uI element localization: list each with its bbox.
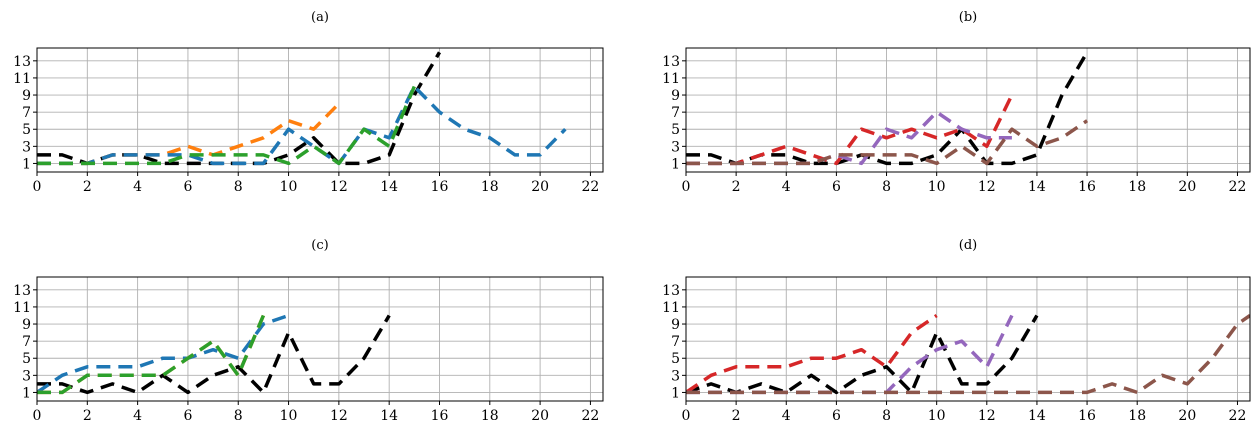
series-line-3: [686, 314, 1250, 395]
axes-frame: [685, 276, 1251, 402]
series-line-0: [686, 314, 1039, 395]
x-tick-label: 2: [83, 408, 92, 424]
x-tick-label: 4: [133, 179, 142, 195]
panel-title: (b): [959, 10, 977, 25]
y-tick-label: 7: [22, 105, 31, 121]
x-tick-label: 2: [732, 408, 741, 424]
y-tick-label: 1: [22, 385, 31, 401]
axes-frame: [685, 47, 1251, 173]
series-line-0: [37, 314, 391, 395]
x-tick-label: 12: [330, 179, 348, 195]
y-tick-label: 9: [671, 88, 680, 104]
y-tick-label: 11: [13, 71, 31, 87]
x-tick-label: 10: [928, 408, 946, 424]
x-tick-label: 8: [882, 408, 891, 424]
x-tick-label: 0: [682, 408, 691, 424]
x-tick-label: 14: [1028, 179, 1046, 195]
series-line-1: [37, 313, 290, 394]
x-tick-label: 20: [531, 179, 549, 195]
y-tick-label: 13: [13, 283, 31, 299]
x-tick-label: 22: [582, 179, 600, 195]
x-tick-label: 6: [183, 179, 192, 195]
x-tick-label: 18: [481, 408, 499, 424]
axes-frame: [36, 47, 604, 173]
x-tick-label: 10: [280, 408, 298, 424]
series-line-3: [37, 85, 416, 166]
y-tick-label: 5: [671, 122, 680, 138]
x-tick-label: 22: [582, 408, 600, 424]
x-tick-label: 8: [234, 179, 243, 195]
x-tick-label: 8: [234, 408, 243, 424]
panel-title: (a): [311, 10, 329, 25]
y-tick-label: 1: [671, 385, 680, 401]
x-tick-label: 8: [882, 179, 891, 195]
x-tick-label: 4: [782, 408, 791, 424]
x-tick-label: 14: [380, 179, 398, 195]
y-tick-label: 5: [671, 351, 680, 367]
y-tick-label: 13: [662, 54, 680, 70]
y-tick-label: 13: [662, 283, 680, 299]
x-tick-label: 16: [1078, 408, 1096, 424]
x-tick-label: 6: [832, 179, 841, 195]
y-tick-label: 7: [671, 105, 680, 121]
x-tick-label: 20: [1178, 408, 1196, 424]
x-tick-label: 10: [280, 179, 298, 195]
y-tick-label: 11: [662, 71, 680, 87]
y-tick-label: 9: [671, 317, 680, 333]
x-tick-label: 12: [330, 408, 348, 424]
y-tick-label: 11: [662, 300, 680, 316]
x-tick-label: 22: [1229, 179, 1247, 195]
x-tick-label: 16: [1078, 179, 1096, 195]
x-tick-label: 2: [83, 179, 92, 195]
x-tick-label: 12: [978, 179, 996, 195]
x-tick-label: 6: [183, 408, 192, 424]
x-tick-label: 20: [1178, 179, 1196, 195]
x-tick-label: 0: [682, 179, 691, 195]
series-line-2: [686, 314, 1014, 395]
series-line-3: [37, 314, 266, 395]
x-tick-label: 18: [1128, 179, 1146, 195]
x-tick-label: 0: [33, 408, 42, 424]
panel-title: (c): [311, 238, 328, 253]
y-tick-label: 3: [22, 139, 31, 155]
x-tick-label: 14: [380, 408, 398, 424]
y-tick-label: 9: [22, 88, 31, 104]
y-tick-label: 3: [671, 139, 680, 155]
series-line-1: [686, 314, 938, 394]
x-tick-label: 6: [832, 408, 841, 424]
x-tick-label: 22: [1229, 408, 1247, 424]
panel-title: (d): [959, 238, 977, 253]
x-tick-label: 4: [782, 179, 791, 195]
y-tick-label: 13: [13, 54, 31, 70]
x-tick-label: 16: [431, 179, 449, 195]
y-tick-label: 11: [13, 300, 31, 316]
y-tick-label: 3: [22, 368, 31, 384]
y-tick-label: 7: [671, 334, 680, 350]
y-tick-label: 1: [22, 156, 31, 172]
y-tick-label: 5: [22, 351, 31, 367]
y-tick-label: 3: [671, 368, 680, 384]
x-tick-label: 12: [978, 408, 996, 424]
x-tick-label: 10: [928, 179, 946, 195]
x-tick-label: 14: [1028, 408, 1046, 424]
x-tick-label: 18: [1128, 408, 1146, 424]
y-tick-label: 7: [22, 334, 31, 350]
x-tick-label: 16: [431, 408, 449, 424]
y-tick-label: 1: [671, 156, 680, 172]
y-tick-label: 9: [22, 317, 31, 333]
x-tick-label: 2: [732, 179, 741, 195]
x-tick-label: 0: [33, 179, 42, 195]
series-line-2: [37, 84, 567, 166]
x-tick-label: 18: [481, 179, 499, 195]
x-tick-label: 4: [133, 408, 142, 424]
y-tick-label: 5: [22, 122, 31, 138]
series-line-3: [686, 119, 1089, 166]
axes-frame: [36, 276, 604, 402]
x-tick-label: 20: [531, 408, 549, 424]
